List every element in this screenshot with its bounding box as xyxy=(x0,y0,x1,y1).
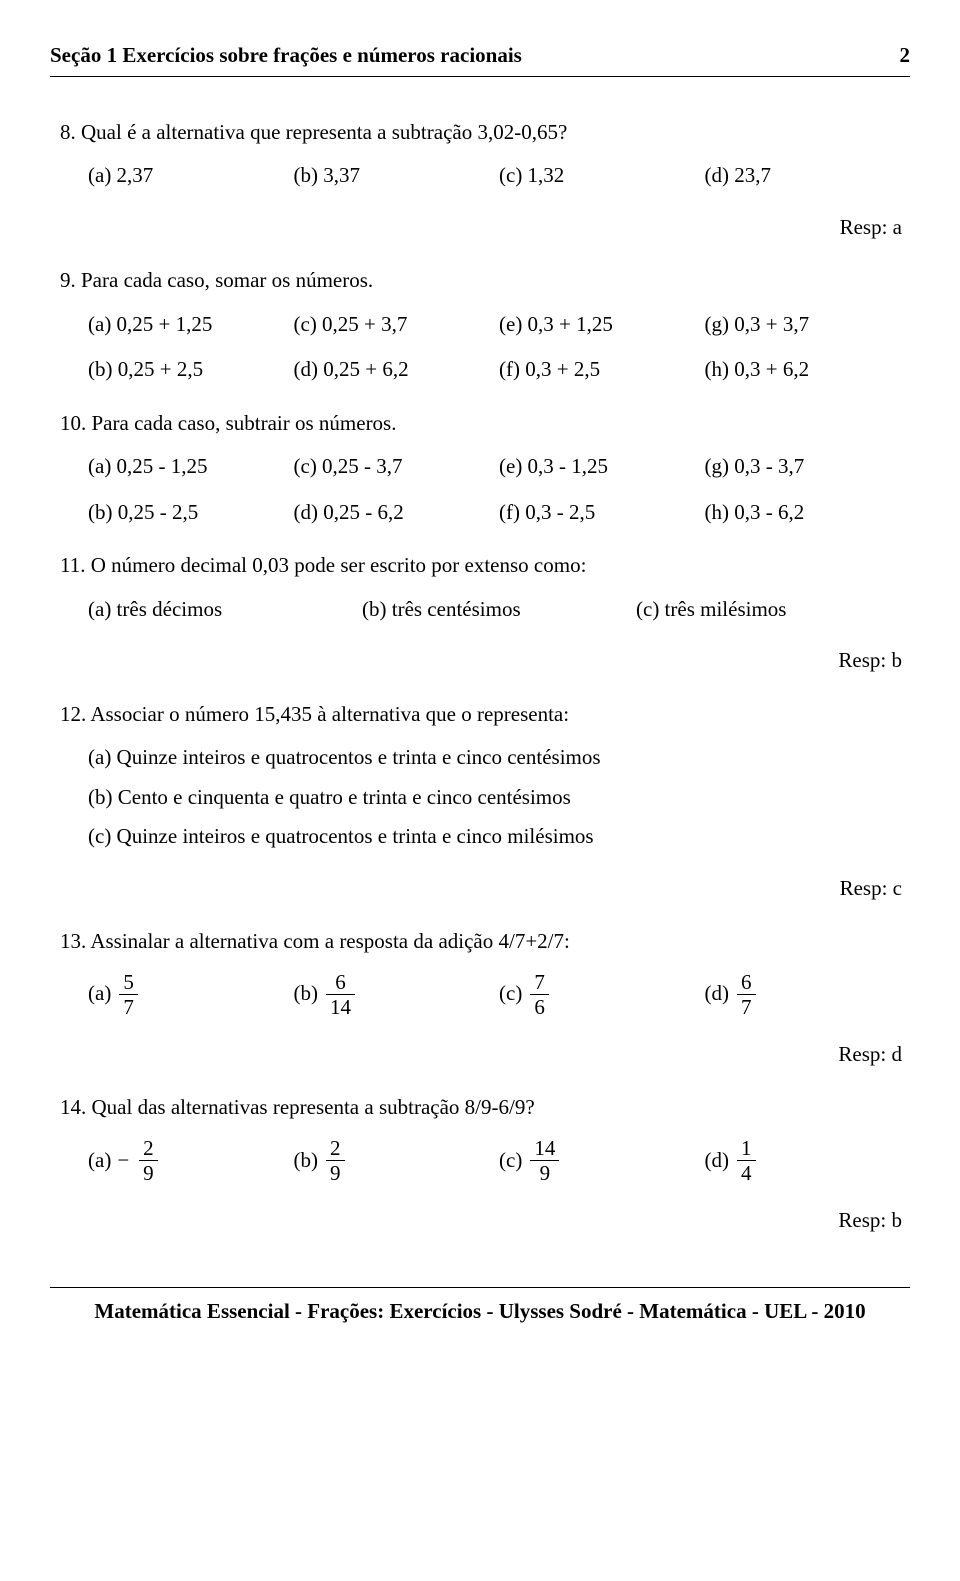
q12-option-c: (c) Quinze inteiros e quatrocentos e tri… xyxy=(88,821,910,853)
q13-a-num: 5 xyxy=(119,970,138,995)
q13-b-den: 14 xyxy=(326,995,355,1019)
q14-d-den: 4 xyxy=(737,1161,756,1185)
question-12: 12. Associar o número 15,435 à alternati… xyxy=(60,699,910,853)
q13-b-num: 6 xyxy=(326,970,355,995)
q14-b-fraction: 2 9 xyxy=(326,1136,345,1185)
page-footer: Matemática Essencial - Frações: Exercíci… xyxy=(50,1287,910,1328)
q9-option-h: (h) 0,3 + 6,2 xyxy=(705,354,911,386)
q14-c-den: 9 xyxy=(530,1161,559,1185)
q13-option-d: (d) 6 7 xyxy=(705,970,911,1019)
q9-option-a: (a) 0,25 + 1,25 xyxy=(88,309,294,341)
question-8: 8. Qual é a alternativa que representa a… xyxy=(60,117,910,192)
q13-d-fraction: 6 7 xyxy=(737,970,756,1019)
q13-a-den: 7 xyxy=(119,995,138,1019)
q8-option-a: (a) 2,37 xyxy=(88,160,294,192)
q14-d-fraction: 1 4 xyxy=(737,1136,756,1185)
question-10-text: 10. Para cada caso, subtrair os números. xyxy=(60,408,910,440)
q14-d-num: 1 xyxy=(737,1136,756,1161)
question-14: 14. Qual das alternativas representa a s… xyxy=(60,1092,910,1185)
question-13: 13. Assinalar a alternativa com a respos… xyxy=(60,926,910,1019)
header-left: Seção 1 Exercícios sobre frações e númer… xyxy=(50,40,522,72)
q13-b-label: (b) xyxy=(294,978,319,1010)
q14-a-den: 9 xyxy=(139,1161,158,1185)
q11-option-a: (a) três décimos xyxy=(88,594,362,626)
q14-a-negative-sign: − xyxy=(117,1145,129,1177)
q9-option-f: (f) 0,3 + 2,5 xyxy=(499,354,705,386)
question-12-text: 12. Associar o número 15,435 à alternati… xyxy=(60,699,910,731)
question-8-options: (a) 2,37 (b) 3,37 (c) 1,32 (d) 23,7 xyxy=(88,160,910,192)
q13-option-b: (b) 6 14 xyxy=(294,970,500,1019)
q9-option-c: (c) 0,25 + 3,7 xyxy=(294,309,500,341)
question-9-row2: (b) 0,25 + 2,5 (d) 0,25 + 6,2 (f) 0,3 + … xyxy=(88,354,910,386)
q8-answer: Resp: a xyxy=(50,212,902,244)
q14-answer: Resp: b xyxy=(50,1205,902,1237)
q13-d-num: 6 xyxy=(737,970,756,995)
q13-c-label: (c) xyxy=(499,978,522,1010)
question-9-row1: (a) 0,25 + 1,25 (c) 0,25 + 3,7 (e) 0,3 +… xyxy=(88,309,910,341)
question-9-text: 9. Para cada caso, somar os números. xyxy=(60,265,910,297)
q8-option-c: (c) 1,32 xyxy=(499,160,705,192)
q14-c-num: 14 xyxy=(530,1136,559,1161)
q9-option-e: (e) 0,3 + 1,25 xyxy=(499,309,705,341)
q14-c-label: (c) xyxy=(499,1145,522,1177)
q11-option-b: (b) três centésimos xyxy=(362,594,636,626)
question-14-options: (a) − 2 9 (b) 2 9 (c) 14 9 (d) 1 xyxy=(88,1136,910,1185)
question-8-text: 8. Qual é a alternativa que representa a… xyxy=(60,117,910,149)
q11-option-c: (c) três milésimos xyxy=(636,594,910,626)
q12-option-a: (a) Quinze inteiros e quatrocentos e tri… xyxy=(88,742,910,774)
q13-d-label: (d) xyxy=(705,978,730,1010)
q10-option-d: (d) 0,25 - 6,2 xyxy=(294,497,500,529)
q10-option-a: (a) 0,25 - 1,25 xyxy=(88,451,294,483)
q9-option-g: (g) 0,3 + 3,7 xyxy=(705,309,911,341)
question-12-options: (a) Quinze inteiros e quatrocentos e tri… xyxy=(88,742,910,853)
q13-c-den: 6 xyxy=(530,995,549,1019)
question-10-row1: (a) 0,25 - 1,25 (c) 0,25 - 3,7 (e) 0,3 -… xyxy=(88,451,910,483)
q14-option-b: (b) 2 9 xyxy=(294,1136,500,1185)
q12-option-b: (b) Cento e cinquenta e quatro e trinta … xyxy=(88,782,910,814)
question-10-row2: (b) 0,25 - 2,5 (d) 0,25 - 6,2 (f) 0,3 - … xyxy=(88,497,910,529)
q10-option-c: (c) 0,25 - 3,7 xyxy=(294,451,500,483)
q14-d-label: (d) xyxy=(705,1145,730,1177)
q13-answer: Resp: d xyxy=(50,1039,902,1071)
page-header: Seção 1 Exercícios sobre frações e númer… xyxy=(50,40,910,77)
q14-a-num: 2 xyxy=(139,1136,158,1161)
q13-option-c: (c) 7 6 xyxy=(499,970,705,1019)
q14-option-d: (d) 1 4 xyxy=(705,1136,911,1185)
question-11-text: 11. O número decimal 0,03 pode ser escri… xyxy=(60,550,910,582)
q10-option-f: (f) 0,3 - 2,5 xyxy=(499,497,705,529)
question-11: 11. O número decimal 0,03 pode ser escri… xyxy=(60,550,910,625)
question-11-options: (a) três décimos (b) três centésimos (c)… xyxy=(88,594,910,626)
question-13-text: 13. Assinalar a alternativa com a respos… xyxy=(60,926,910,958)
question-14-text: 14. Qual das alternativas representa a s… xyxy=(60,1092,910,1124)
q13-a-fraction: 5 7 xyxy=(119,970,138,1019)
q14-option-c: (c) 14 9 xyxy=(499,1136,705,1185)
question-9: 9. Para cada caso, somar os números. (a)… xyxy=(60,265,910,386)
q12-answer: Resp: c xyxy=(50,873,902,905)
q14-b-den: 9 xyxy=(326,1161,345,1185)
q13-d-den: 7 xyxy=(737,995,756,1019)
q13-c-num: 7 xyxy=(530,970,549,995)
q8-option-d: (d) 23,7 xyxy=(705,160,911,192)
q14-b-label: (b) xyxy=(294,1145,319,1177)
q10-option-e: (e) 0,3 - 1,25 xyxy=(499,451,705,483)
question-10: 10. Para cada caso, subtrair os números.… xyxy=(60,408,910,529)
q10-option-g: (g) 0,3 - 3,7 xyxy=(705,451,911,483)
q13-a-label: (a) xyxy=(88,978,111,1010)
q13-b-fraction: 6 14 xyxy=(326,970,355,1019)
q10-option-b: (b) 0,25 - 2,5 xyxy=(88,497,294,529)
q9-option-b: (b) 0,25 + 2,5 xyxy=(88,354,294,386)
q14-c-fraction: 14 9 xyxy=(530,1136,559,1185)
q13-option-a: (a) 5 7 xyxy=(88,970,294,1019)
q14-a-label: (a) xyxy=(88,1145,111,1177)
q13-c-fraction: 7 6 xyxy=(530,970,549,1019)
q14-option-a: (a) − 2 9 xyxy=(88,1136,294,1185)
q8-option-b: (b) 3,37 xyxy=(294,160,500,192)
header-page-number: 2 xyxy=(900,40,911,72)
q10-option-h: (h) 0,3 - 6,2 xyxy=(705,497,911,529)
q14-b-num: 2 xyxy=(326,1136,345,1161)
q9-option-d: (d) 0,25 + 6,2 xyxy=(294,354,500,386)
q14-a-fraction: 2 9 xyxy=(139,1136,158,1185)
q11-answer: Resp: b xyxy=(50,645,902,677)
question-13-options: (a) 5 7 (b) 6 14 (c) 7 6 (d) 6 7 xyxy=(88,970,910,1019)
